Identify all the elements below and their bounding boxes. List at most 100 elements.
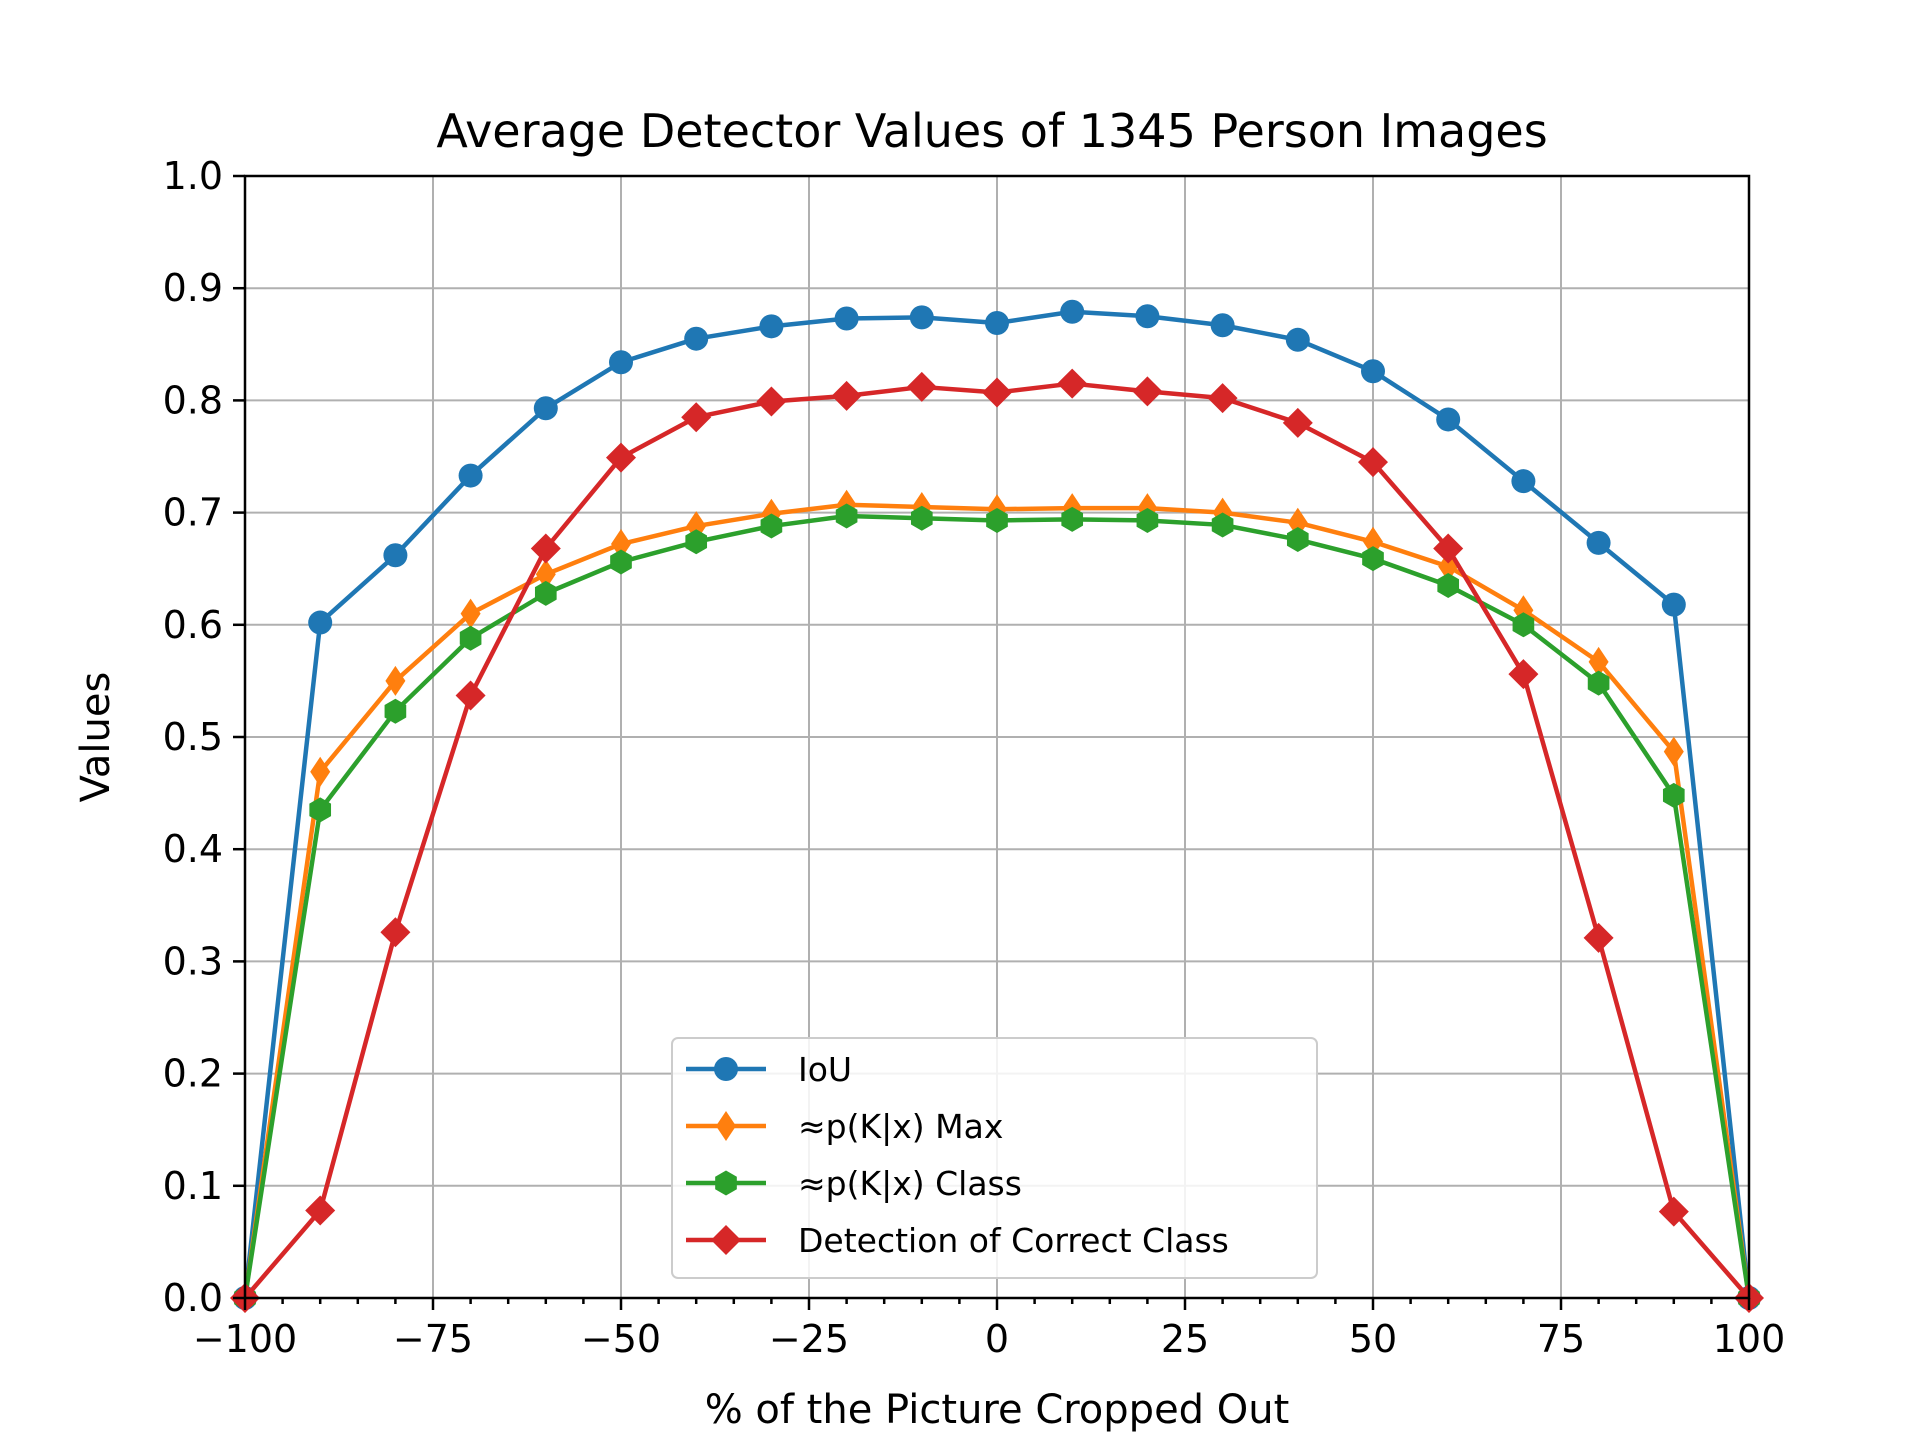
- legend-label: ≈p(K|x) Max: [798, 1107, 1003, 1146]
- y-tick-label: 0.8: [163, 378, 223, 422]
- data-point: [1136, 507, 1159, 533]
- data-point: [1361, 359, 1385, 384]
- data-point: [1286, 527, 1309, 553]
- chart-title: Average Detector Values of 1345 Person I…: [436, 104, 1547, 158]
- legend-item: ≈p(K|x) Class: [686, 1164, 1022, 1203]
- data-point: [1437, 573, 1460, 599]
- data-point: [1135, 304, 1160, 329]
- data-point: [759, 314, 784, 339]
- data-point: [383, 543, 408, 568]
- data-point: [1511, 469, 1536, 494]
- data-point: [458, 463, 483, 488]
- data-point: [310, 756, 331, 787]
- series-0: [233, 299, 1761, 1310]
- data-point: [1362, 546, 1384, 572]
- data-point: [1588, 646, 1609, 677]
- data-point: [986, 507, 1008, 533]
- y-tick-label: 0.0: [163, 1276, 223, 1320]
- series-3: [230, 368, 1764, 1313]
- data-point: [1583, 922, 1614, 953]
- data-point: [1433, 533, 1464, 564]
- data-point: [530, 533, 561, 564]
- x-tick-label: 50: [1349, 1317, 1397, 1361]
- data-point: [534, 580, 557, 606]
- data-point: [1512, 612, 1535, 638]
- legend-label: Detection of Correct Class: [798, 1221, 1229, 1260]
- data-point: [609, 350, 633, 375]
- data-point: [715, 1170, 737, 1196]
- legend-label: ≈p(K|x) Class: [798, 1164, 1022, 1203]
- x-tick-label: −25: [769, 1317, 849, 1361]
- data-point: [611, 529, 631, 560]
- data-point: [380, 917, 411, 948]
- data-point: [455, 680, 486, 711]
- data-point: [909, 305, 934, 330]
- x-tick-label: 25: [1161, 1317, 1209, 1361]
- data-point: [533, 396, 558, 421]
- series-2: [234, 503, 1760, 1311]
- x-tick-label: −100: [193, 1317, 297, 1361]
- data-point: [1061, 506, 1084, 532]
- data-point: [459, 625, 482, 651]
- x-tick-label: 0: [985, 1317, 1009, 1361]
- x-tick-label: −50: [581, 1317, 661, 1361]
- data-point: [1358, 447, 1388, 478]
- data-point: [1661, 592, 1686, 617]
- data-point: [835, 503, 858, 529]
- x-axis-label: % of the Picture Cropped Out: [705, 1387, 1290, 1433]
- y-tick-label: 0.7: [163, 491, 223, 535]
- data-point: [756, 386, 787, 417]
- data-point: [1210, 313, 1235, 338]
- data-point: [305, 1195, 336, 1226]
- data-point: [1285, 327, 1310, 352]
- y-tick-label: 0.5: [163, 715, 223, 759]
- data-point: [982, 377, 1012, 408]
- x-tick-label: −75: [393, 1317, 473, 1361]
- x-tick-label: 100: [1713, 1317, 1786, 1361]
- data-point: [606, 442, 636, 473]
- data-point: [1207, 383, 1238, 414]
- legend-item: ≈p(K|x) Max: [686, 1107, 1003, 1146]
- y-tick-label: 0.3: [163, 939, 223, 983]
- data-point: [906, 371, 937, 402]
- legend-label: IoU: [798, 1050, 852, 1089]
- data-point: [1587, 670, 1610, 696]
- y-tick-label: 0.1: [163, 1164, 223, 1208]
- data-point: [834, 306, 859, 331]
- data-point: [681, 402, 712, 433]
- data-point: [716, 1111, 736, 1141]
- legend-box: [671, 1037, 1318, 1279]
- data-point: [1057, 368, 1088, 399]
- y-tick-label: 0.9: [163, 266, 223, 310]
- ticks: −100 −75 −50 −25 0 25 50 75 100 0.0 0.1 0.2 0.3 0.4 0.…: [163, 154, 1786, 1361]
- legend: IoU ≈p(K|x) Max ≈p(K|x) Class Detection of …: [671, 1037, 1318, 1279]
- data-point: [760, 513, 783, 539]
- data-point: [685, 529, 708, 555]
- data-point: [385, 665, 406, 696]
- y-tick-label: 0.4: [163, 827, 223, 871]
- legend-item: Detection of Correct Class: [686, 1221, 1229, 1260]
- data-point: [460, 598, 481, 629]
- data-point: [384, 698, 407, 724]
- x-tick-label: 75: [1537, 1317, 1585, 1361]
- y-tick-label: 0.6: [163, 603, 223, 647]
- data-point: [1282, 407, 1313, 438]
- data-point: [1663, 736, 1684, 767]
- data-point: [309, 797, 332, 823]
- data-point: [1508, 659, 1539, 690]
- data-point: [308, 610, 333, 635]
- data-point: [535, 559, 556, 590]
- data-point: [714, 1057, 738, 1081]
- data-point: [1662, 782, 1685, 808]
- data-point: [610, 549, 632, 575]
- data-point: [1658, 1196, 1689, 1227]
- series-layer: [230, 299, 1764, 1313]
- data-point: [684, 326, 709, 351]
- legend-item: IoU: [686, 1050, 852, 1089]
- data-point: [1132, 376, 1163, 407]
- y-tick-label: 0.2: [163, 1052, 223, 1096]
- data-point: [910, 505, 933, 531]
- data-point: [831, 380, 862, 411]
